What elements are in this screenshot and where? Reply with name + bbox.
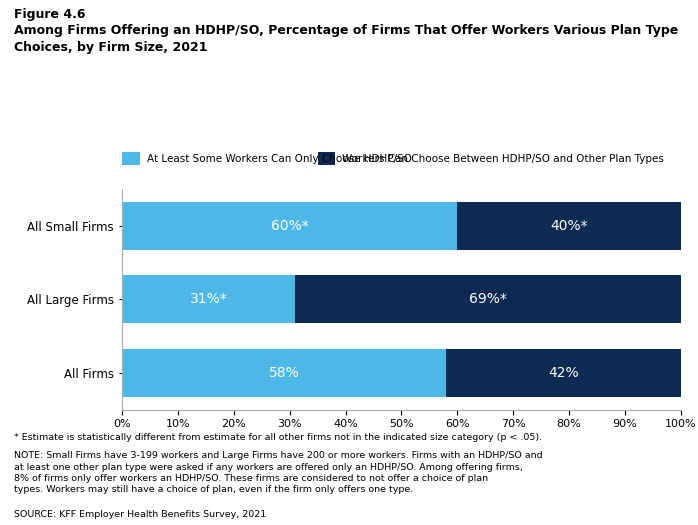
Text: 58%: 58% xyxy=(269,366,299,380)
Text: 40%*: 40%* xyxy=(550,219,588,233)
Bar xyxy=(122,349,446,397)
Text: 60%*: 60%* xyxy=(271,219,309,233)
Bar xyxy=(446,349,681,397)
Text: NOTE: Small Firms have 3-199 workers and Large Firms have 200 or more workers. F: NOTE: Small Firms have 3-199 workers and… xyxy=(0,524,1,525)
Text: At Least Some Workers Can Only Choose HDHP/SO: At Least Some Workers Can Only Choose HD… xyxy=(147,153,411,164)
Bar xyxy=(457,202,681,250)
Text: Figure 4.6: Figure 4.6 xyxy=(14,8,85,21)
Text: NOTE: Small Firms have 3-199 workers and Large Firms have 200 or more workers. F: NOTE: Small Firms have 3-199 workers and… xyxy=(14,452,542,494)
Text: SOURCE: KFF Employer Health Benefits Survey, 2021: SOURCE: KFF Employer Health Benefits Sur… xyxy=(14,510,266,519)
Bar xyxy=(122,275,295,323)
Text: * Estimate is statistically different from estimate for all other firms not in t: * Estimate is statistically different fr… xyxy=(14,433,542,442)
Bar xyxy=(295,275,681,323)
Bar xyxy=(122,202,457,250)
Text: 42%: 42% xyxy=(548,366,579,380)
Text: 69%*: 69%* xyxy=(469,292,507,306)
Text: Among Firms Offering an HDHP/SO, Percentage of Firms That Offer Workers Various : Among Firms Offering an HDHP/SO, Percent… xyxy=(14,24,678,54)
Text: Workers Can Choose Between HDHP/SO and Other Plan Types: Workers Can Choose Between HDHP/SO and O… xyxy=(342,153,664,164)
Text: 31%*: 31%* xyxy=(190,292,228,306)
